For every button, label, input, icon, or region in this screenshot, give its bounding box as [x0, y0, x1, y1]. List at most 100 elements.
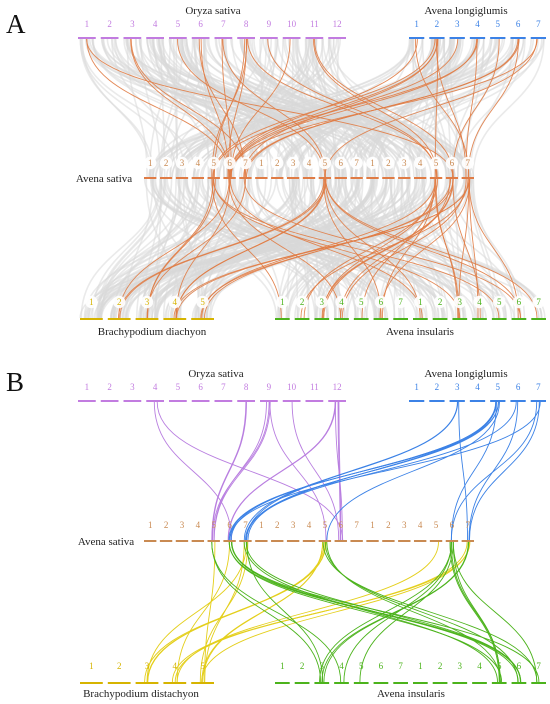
brachy-label-badge [140, 295, 154, 309]
oryza-chromosome-label: 12 [333, 19, 342, 29]
insularis-label-badge [473, 295, 486, 309]
highlighted-link [322, 178, 436, 319]
longiglumis-chromosome-label: 7 [536, 382, 541, 392]
brachy-chromosome-label: 4 [173, 297, 178, 307]
sativa-label-badge [461, 156, 475, 170]
longiglumis-chromosome-label: 2 [435, 382, 440, 392]
highlighted-link [86, 38, 230, 178]
insularis-label-badge [315, 295, 328, 309]
insularis-synteny-link [343, 541, 452, 683]
oryza-chromosome-label: 1 [85, 382, 90, 392]
synteny-link [282, 178, 498, 319]
sativa-chromosome-label: 7 [466, 520, 471, 530]
synteny-link [125, 178, 294, 319]
synteny-link [102, 38, 279, 178]
brachypodium-synteny-link [176, 541, 231, 683]
insularis-chromosome-label: 1 [280, 297, 285, 307]
longiglumis-chromosome-label: 7 [536, 19, 541, 29]
synteny-link [159, 38, 184, 178]
insularis-synteny-link [452, 541, 538, 683]
sativa-chromosome-label: 6 [450, 158, 455, 168]
genome-name-avena-insularis: Avena insularis [386, 326, 454, 338]
sativa-chromosome-label: 2 [275, 520, 280, 530]
synteny-link [472, 38, 545, 178]
synteny-link [111, 38, 337, 178]
synteny-link [241, 38, 344, 178]
highlighted-link [213, 178, 461, 319]
brachypodium-synteny-link [146, 541, 325, 683]
insularis-chromosome-label: 3 [320, 661, 325, 671]
synteny-link [296, 178, 400, 319]
sativa-chromosome-label: 7 [466, 158, 471, 168]
synteny-link [179, 38, 327, 178]
insularis-synteny-link [449, 541, 500, 683]
panel-letter-a: A [6, 9, 26, 39]
insularis-chromosome-label: 3 [320, 297, 325, 307]
synteny-link [100, 178, 173, 319]
highlighted-link [130, 38, 231, 178]
sativa-chromosome-label: 1 [259, 520, 264, 530]
oryza-chromosome-label: 9 [267, 19, 272, 29]
insularis-synteny-link [326, 541, 501, 683]
sativa-label-badge [207, 156, 220, 170]
synteny-link [287, 38, 426, 178]
highlighted-link [147, 178, 216, 319]
insularis-chromosome-label: 6 [379, 297, 384, 307]
sativa-label-badge [334, 156, 347, 170]
insularis-chromosome-label: 2 [438, 297, 443, 307]
highlighted-link [341, 178, 467, 319]
brachy-chromosome-label: 5 [200, 661, 205, 671]
genome-name-brachypodium: Brachypodium distachyon [83, 688, 199, 700]
synteny-link [140, 38, 161, 178]
highlighted-link [175, 178, 326, 319]
sativa-label-badge [239, 156, 252, 170]
oryza-chromosome-label: 4 [153, 382, 158, 392]
brachy-chromosome-label: 5 [200, 297, 205, 307]
sativa-chromosome-label: 5 [211, 158, 216, 168]
synteny-link [153, 38, 213, 178]
insularis-chromosome-label: 4 [477, 661, 482, 671]
synteny-link [355, 38, 525, 178]
highlighted-link [243, 38, 438, 178]
brachypodium-synteny-link [146, 541, 248, 683]
synteny-link [179, 38, 415, 178]
brachy-chromosome-label: 2 [117, 661, 122, 671]
synteny-link [323, 178, 428, 319]
oryza-synteny-link [291, 401, 340, 541]
panel-b: 1 2 3 4 5 6 7 8 9 10 11 12 1 2 3 4 5 6 71 2 3 4 5 6 7 1 2 3 4 5 6 7 1 2 3 4… [6, 367, 546, 700]
sativa-chromosome-label: 5 [323, 520, 328, 530]
synteny-link [314, 38, 338, 178]
insularis-synteny-link [359, 541, 454, 683]
sativa-chromosome-label: 3 [402, 158, 407, 168]
synteny-link [210, 178, 386, 319]
highlighted-link [212, 178, 500, 319]
synteny-link [193, 38, 220, 178]
panel-a: 1 2 3 4 5 6 7 8 9 10 11 12 1 2 3 4 5 6 71 2 3 4 5 6 7 1 2 3 4 5 6 7 1 2 3 4… [6, 5, 546, 338]
synteny-link [418, 38, 434, 178]
sativa-label-badge [286, 156, 300, 170]
highlighted-link [176, 178, 470, 319]
oryza-chromosome-label: 9 [267, 382, 272, 392]
insularis-synteny-link [246, 541, 324, 683]
highlighted-link [229, 38, 538, 178]
highlighted-link [303, 178, 439, 319]
highlighted-link [467, 38, 519, 178]
sativa-chromosome-label: 3 [180, 158, 185, 168]
synteny-link [80, 38, 197, 178]
brachypodium-synteny-link [199, 541, 249, 683]
highlighted-link [324, 178, 421, 319]
oryza-chromosome-label: 5 [176, 382, 181, 392]
insularis-label-badge [295, 295, 309, 309]
sativa-chromosome-label: 7 [354, 520, 359, 530]
sativa-chromosome-label: 6 [339, 520, 344, 530]
insularis-synteny-link [319, 541, 453, 683]
sativa-chromosome-label: 4 [196, 158, 201, 168]
longiglumis-chromosome-label: 6 [516, 19, 521, 29]
insularis-label-badge [414, 295, 427, 309]
brachy-chromosome-label: 2 [117, 297, 122, 307]
insularis-chromosome-label: 7 [398, 661, 403, 671]
synteny-link [81, 38, 152, 178]
highlighted-link [340, 178, 451, 319]
sativa-chromosome-label: 2 [164, 158, 169, 168]
sativa-chromosome-label: 2 [386, 158, 391, 168]
